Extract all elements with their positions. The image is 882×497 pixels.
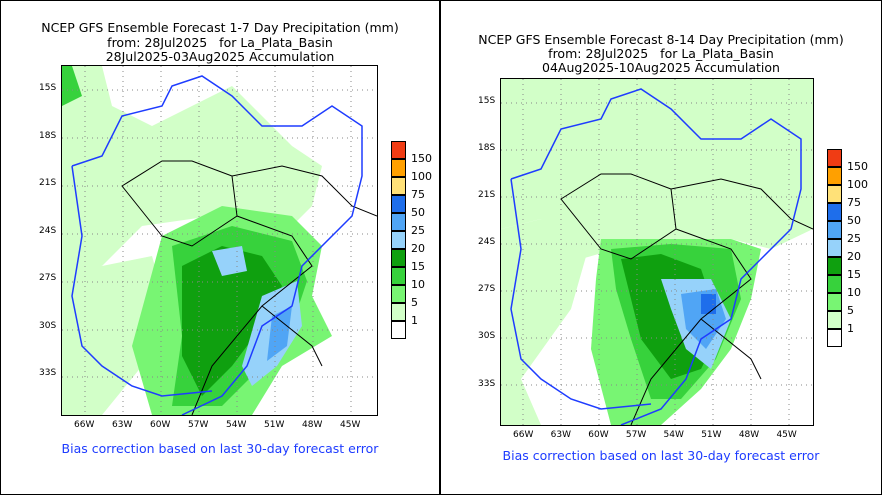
lon-tick-label: 45W — [776, 430, 797, 440]
title-line-3: 28Jul2025-03Aug2025 Accumulation — [105, 49, 335, 64]
legend-swatch — [827, 203, 842, 221]
lon-tick-label: 54W — [663, 430, 684, 440]
legend-swatch — [827, 149, 842, 167]
lon-tick-label: 48W — [302, 420, 323, 430]
lat-tick-label: 21S — [478, 190, 496, 201]
legend-swatch — [827, 167, 842, 185]
legend-label: 1 — [411, 314, 418, 327]
lon-tick-label: 45W — [340, 420, 361, 430]
legend-swatch — [827, 221, 842, 239]
lat-tick-label: 27S — [39, 273, 57, 283]
legend-swatch — [391, 321, 406, 339]
legend-label: 50 — [411, 206, 425, 219]
lat-tick-label: 21S — [39, 178, 57, 188]
legend-swatch — [827, 293, 842, 311]
panel-week2: NCEP GFS Ensemble Forecast 8-14 Day Prec… — [440, 0, 882, 495]
bias-note: Bias correction based on last 30-day for… — [502, 448, 820, 463]
lat-tick-label: 33S — [478, 378, 496, 389]
legend-label: 150 — [411, 152, 432, 165]
bias-note: Bias correction based on last 30-day for… — [61, 441, 379, 456]
lon-tick-label: 57W — [188, 420, 209, 430]
lat-tick-label: 15S — [39, 83, 57, 93]
lat-tick-label: 30S — [478, 331, 496, 342]
legend-label: 75 — [847, 196, 861, 209]
lon-tick-label: 60W — [588, 430, 609, 440]
lon-tick-label: 57W — [625, 430, 647, 440]
legend-label: 15 — [847, 268, 861, 281]
legend-swatch — [827, 185, 842, 203]
legend-label: 100 — [411, 170, 432, 183]
map-graphic — [501, 79, 813, 425]
lon-tick-label: 63W — [112, 420, 133, 430]
title-line-1: NCEP GFS Ensemble Forecast 8-14 Day Prec… — [478, 32, 844, 47]
lon-tick-label: 66W — [513, 430, 534, 440]
legend-swatch — [391, 141, 406, 159]
title-line-2: from: 28Jul2025 for La_Plata_Basin — [548, 46, 774, 61]
legend-swatch — [391, 231, 406, 249]
lat-tick-label: 18S — [478, 143, 496, 154]
legend-swatch — [391, 195, 406, 213]
legend-swatch — [391, 213, 406, 231]
legend-label: 20 — [411, 242, 425, 255]
legend-label: 10 — [411, 278, 425, 291]
legend-label: 25 — [847, 232, 861, 245]
lat-tick-label: 30S — [39, 320, 57, 331]
legend-label: 25 — [411, 224, 425, 237]
map-graphic — [62, 66, 377, 415]
legend-swatch — [391, 267, 406, 285]
legend-label: 1 — [847, 322, 854, 335]
lon-tick-label: 54W — [226, 420, 247, 430]
legend-label: 150 — [847, 160, 868, 173]
legend-swatch — [391, 285, 406, 303]
lon-tick-label: 51W — [264, 420, 285, 430]
legend-label: 5 — [411, 296, 418, 309]
legend-swatch — [827, 311, 842, 329]
legend-swatch — [391, 303, 406, 321]
lon-tick-label: 66W — [74, 420, 95, 430]
legend-label: 15 — [411, 260, 425, 273]
legend-swatch — [827, 239, 842, 257]
lat-tick-label: 15S — [478, 96, 496, 106]
lat-tick-label: 24S — [39, 225, 57, 236]
legend-swatch — [827, 329, 842, 347]
legend-label: 50 — [847, 214, 861, 227]
lat-tick-label: 24S — [478, 237, 496, 248]
precip-map — [500, 78, 814, 426]
lat-tick-label: 27S — [478, 284, 496, 295]
legend-label: 100 — [847, 178, 868, 191]
precip-map — [61, 65, 378, 416]
legend-label: 10 — [847, 286, 861, 299]
title-line-2: from: 28Jul2025 for La_Plata_Basin — [107, 35, 333, 50]
lon-tick-label: 63W — [550, 430, 571, 440]
panel-week1: NCEP GFS Ensemble Forecast 1-7 Day Preci… — [0, 0, 440, 495]
lon-tick-label: 51W — [701, 430, 722, 440]
legend-swatch — [827, 257, 842, 275]
lon-tick-label: 60W — [150, 420, 171, 430]
legend-swatch — [391, 249, 406, 267]
legend-swatch — [391, 159, 406, 177]
legend-label: 5 — [847, 304, 854, 317]
title-line-1: NCEP GFS Ensemble Forecast 1-7 Day Preci… — [41, 20, 399, 35]
title-line-3: 04Aug2025-10Aug2025 Accumulation — [542, 60, 780, 75]
lon-tick-label: 48W — [738, 430, 760, 440]
legend-swatch — [827, 275, 842, 293]
lat-tick-label: 18S — [39, 130, 57, 141]
lat-tick-label: 33S — [39, 368, 57, 378]
legend-swatch — [391, 177, 406, 195]
legend-label: 20 — [847, 250, 861, 263]
legend-label: 75 — [411, 188, 425, 201]
